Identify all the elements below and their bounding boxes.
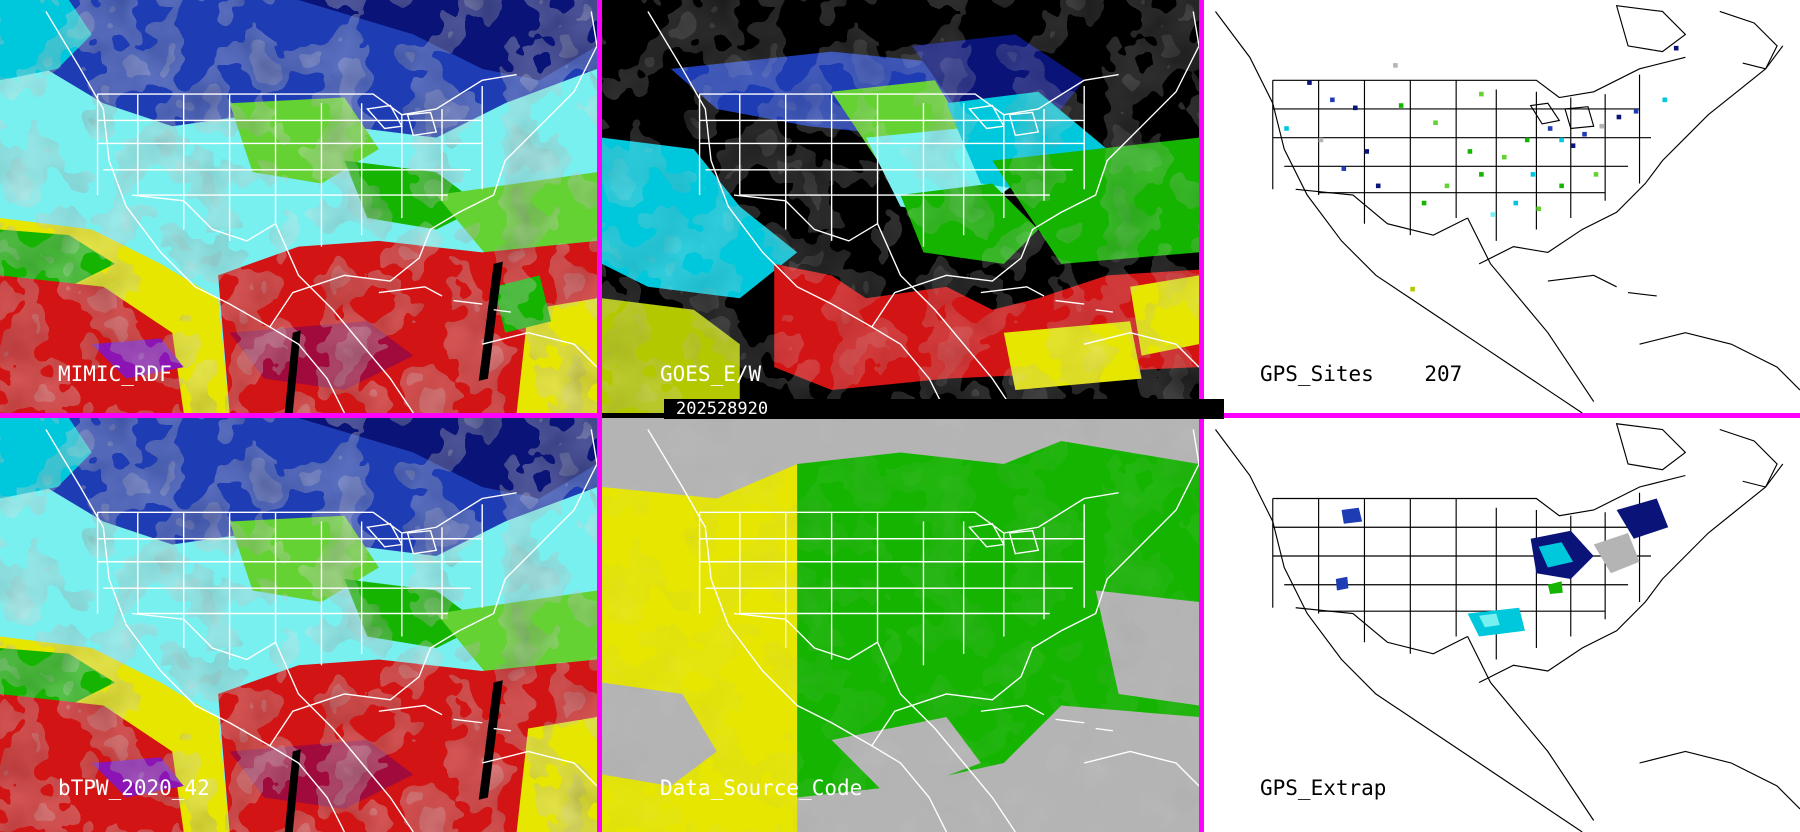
map-panel-mimic-rdf: MIMIC_RDF xyxy=(0,0,597,413)
data-source-map xyxy=(602,418,1199,832)
extrap-blobs xyxy=(1335,498,1669,637)
btpw-map xyxy=(0,418,597,832)
map-panel-btpw: bTPW_2020_42 xyxy=(0,418,597,832)
gps-site-markers xyxy=(1284,45,1679,292)
map-panel-data-source-code: Data_Source_Code xyxy=(602,418,1199,832)
gps-sites-map xyxy=(1204,0,1800,413)
water-vapor-map xyxy=(0,0,597,413)
separator-horizontal-left xyxy=(0,413,597,418)
map-panel-goes: GOES_E/W xyxy=(602,0,1199,413)
map-panel-gps-extrap: GPS_Extrap xyxy=(1204,418,1800,832)
map-panel-gps-sites: GPS_Sites 207 xyxy=(1204,0,1800,413)
separator-vertical-1 xyxy=(597,0,602,832)
goes-map xyxy=(602,0,1199,413)
gps-extrap-map xyxy=(1204,418,1800,832)
separator-horizontal-right xyxy=(1204,413,1800,418)
timestamp-bar: 202528920 xyxy=(664,399,1224,419)
